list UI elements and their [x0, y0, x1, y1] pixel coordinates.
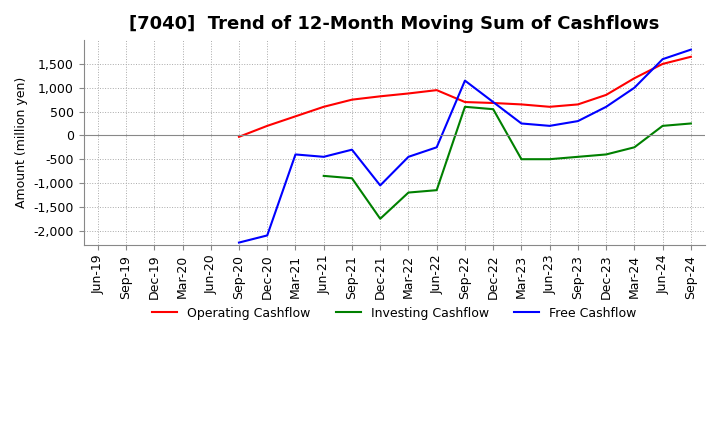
Operating Cashflow — [574, 102, 582, 107]
Free Cashflow — [291, 152, 300, 157]
Operating Cashflow — [320, 104, 328, 110]
Title: [7040]  Trend of 12-Month Moving Sum of Cashflows: [7040] Trend of 12-Month Moving Sum of C… — [129, 15, 660, 33]
Free Cashflow — [630, 85, 639, 90]
Investing Cashflow — [602, 152, 611, 157]
Free Cashflow — [348, 147, 356, 152]
Investing Cashflow — [489, 106, 498, 112]
Operating Cashflow — [658, 61, 667, 66]
Operating Cashflow — [348, 97, 356, 102]
Line: Investing Cashflow: Investing Cashflow — [324, 107, 691, 219]
Operating Cashflow — [489, 100, 498, 106]
Investing Cashflow — [658, 123, 667, 128]
Free Cashflow — [545, 123, 554, 128]
Free Cashflow — [574, 118, 582, 124]
Free Cashflow — [433, 145, 441, 150]
Free Cashflow — [517, 121, 526, 126]
Operating Cashflow — [602, 92, 611, 98]
Investing Cashflow — [404, 190, 413, 195]
Operating Cashflow — [291, 114, 300, 119]
Free Cashflow — [461, 78, 469, 83]
Operating Cashflow — [376, 94, 384, 99]
Free Cashflow — [263, 233, 271, 238]
Investing Cashflow — [376, 216, 384, 221]
Y-axis label: Amount (million yen): Amount (million yen) — [15, 77, 28, 208]
Free Cashflow — [320, 154, 328, 159]
Free Cashflow — [376, 183, 384, 188]
Investing Cashflow — [630, 145, 639, 150]
Investing Cashflow — [517, 157, 526, 162]
Investing Cashflow — [461, 104, 469, 110]
Free Cashflow — [489, 99, 498, 105]
Operating Cashflow — [263, 123, 271, 128]
Investing Cashflow — [574, 154, 582, 159]
Operating Cashflow — [545, 104, 554, 110]
Operating Cashflow — [433, 88, 441, 93]
Line: Free Cashflow: Free Cashflow — [239, 50, 691, 242]
Operating Cashflow — [461, 99, 469, 105]
Investing Cashflow — [433, 187, 441, 193]
Investing Cashflow — [320, 173, 328, 179]
Operating Cashflow — [630, 76, 639, 81]
Operating Cashflow — [235, 134, 243, 139]
Investing Cashflow — [687, 121, 696, 126]
Legend: Operating Cashflow, Investing Cashflow, Free Cashflow: Operating Cashflow, Investing Cashflow, … — [148, 302, 642, 325]
Operating Cashflow — [517, 102, 526, 107]
Free Cashflow — [602, 104, 611, 110]
Free Cashflow — [235, 240, 243, 245]
Free Cashflow — [658, 56, 667, 62]
Line: Operating Cashflow: Operating Cashflow — [239, 57, 691, 137]
Free Cashflow — [404, 154, 413, 159]
Free Cashflow — [687, 47, 696, 52]
Investing Cashflow — [348, 176, 356, 181]
Operating Cashflow — [687, 54, 696, 59]
Investing Cashflow — [545, 157, 554, 162]
Operating Cashflow — [404, 91, 413, 96]
